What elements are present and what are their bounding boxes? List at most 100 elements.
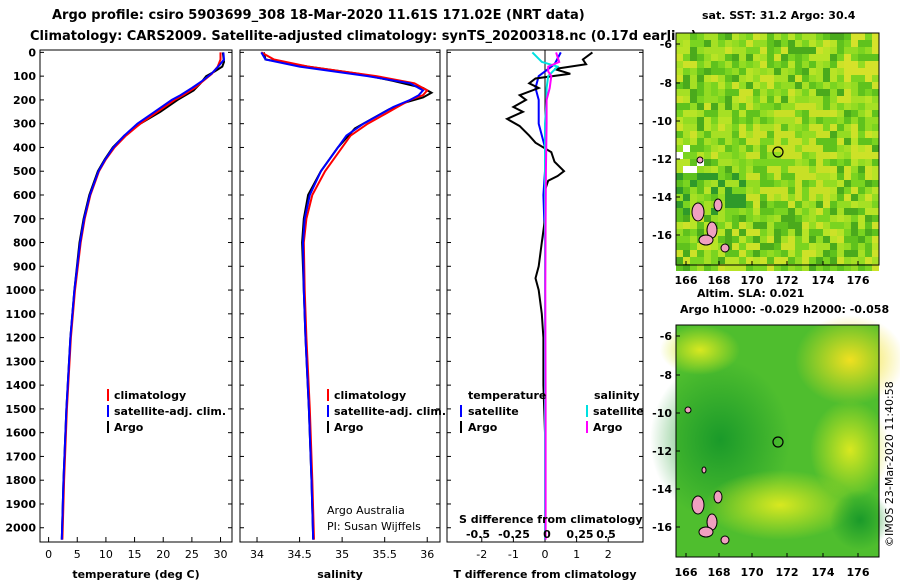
sst-cell: [872, 159, 879, 166]
sst-cell: [753, 47, 760, 54]
sst-cell: [718, 82, 725, 89]
sst-cell: [753, 124, 760, 131]
sst-cell: [865, 208, 872, 215]
sst-cell: [697, 257, 704, 264]
sst-cell: [683, 243, 690, 250]
sst-cell: [858, 110, 865, 117]
sst-cell: [760, 243, 767, 250]
sst-cell: [753, 236, 760, 243]
depth-tick-label: 1400: [5, 379, 36, 392]
sst-cell: [816, 68, 823, 75]
sst-cell: [767, 47, 774, 54]
sst-cell: [704, 264, 711, 271]
sst-cell: [809, 61, 816, 68]
sst-cell: [844, 68, 851, 75]
sst-cell: [767, 166, 774, 173]
sst-cell: [837, 236, 844, 243]
sst-cell: [704, 110, 711, 117]
sst-cell: [753, 138, 760, 145]
sst-cell: [760, 173, 767, 180]
sst-cell: [858, 33, 865, 40]
sst-cell: [683, 131, 690, 138]
sst-cell: [697, 89, 704, 96]
sst-cell: [851, 110, 858, 117]
sst-cell: [676, 89, 683, 96]
sst-cell: [774, 250, 781, 257]
sst-cell: [774, 187, 781, 194]
sst-cell: [851, 173, 858, 180]
sst-cell: [802, 152, 809, 159]
sst-cell: [795, 33, 802, 40]
sst-cell: [802, 222, 809, 229]
sst-cell: [788, 187, 795, 194]
sst-cell: [711, 138, 718, 145]
sst-cell: [746, 187, 753, 194]
sst-cell: [872, 103, 879, 110]
sst-cell: [781, 229, 788, 236]
sst-cell: [865, 159, 872, 166]
sst-cell: [690, 236, 697, 243]
sst-cell: [865, 117, 872, 124]
sst-cell: [732, 229, 739, 236]
sst-cell: [816, 110, 823, 117]
sst-cell: [676, 110, 683, 117]
sst-cell: [844, 152, 851, 159]
sst-cell: [760, 61, 767, 68]
sst-cell: [781, 257, 788, 264]
sst-cell: [858, 61, 865, 68]
x-axis-label: temperature (deg C): [72, 568, 199, 580]
sst-cell: [795, 215, 802, 222]
sst-cell: [725, 152, 732, 159]
sst-cell: [676, 229, 683, 236]
sst-cell: [781, 75, 788, 82]
sst-cell: [753, 152, 760, 159]
sst-cell: [746, 124, 753, 131]
sst-cell: [809, 33, 816, 40]
sst-cell: [774, 145, 781, 152]
sst-cell: [725, 208, 732, 215]
sst-cell: [788, 33, 795, 40]
sst-cell: [851, 229, 858, 236]
sst-cell: [823, 187, 830, 194]
sst-cell: [676, 264, 683, 271]
argo-location-marker: [772, 436, 784, 448]
sst-cell: [858, 159, 865, 166]
sst-cell: [844, 215, 851, 222]
sst-cell: [781, 138, 788, 145]
sst-cell: [851, 124, 858, 131]
map-lon-label: 174: [812, 274, 835, 287]
sst-cell: [844, 103, 851, 110]
sst-cell: [844, 201, 851, 208]
legend-satellite-adj: satellite-adj. clim.: [114, 405, 226, 418]
sst-cell: [809, 110, 816, 117]
sst-cell: [718, 54, 725, 61]
sst-cell: [732, 145, 739, 152]
sst-cell: [704, 75, 711, 82]
sst-cell: [809, 166, 816, 173]
sst-cell: [704, 82, 711, 89]
sst-cell: [690, 138, 697, 145]
sst-cell: [753, 145, 760, 152]
x-tick-label: 25: [185, 548, 199, 561]
series-line-satellite-adj-clim-: [60, 52, 226, 540]
map-lon-label: 170: [741, 566, 764, 579]
sst-cell: [767, 229, 774, 236]
sst-cell: [830, 82, 837, 89]
argo-location-marker: [772, 146, 784, 158]
sst-cell: [690, 33, 697, 40]
salinity-legend: climatology satellite-adj. clim. Argo Ar…: [327, 389, 446, 533]
sst-cell: [865, 166, 872, 173]
sst-cell: [830, 124, 837, 131]
sst-cell: [795, 208, 802, 215]
sst-cell: [767, 159, 774, 166]
sst-cell: [816, 40, 823, 47]
sst-cell: [690, 40, 697, 47]
island: [684, 406, 692, 414]
sst-cell: [788, 257, 795, 264]
sst-cell: [767, 103, 774, 110]
sst-cell: [739, 33, 746, 40]
sst-cell: [739, 250, 746, 257]
sst-cell: [697, 110, 704, 117]
sst-cell: [760, 229, 767, 236]
sst-cell: [816, 236, 823, 243]
